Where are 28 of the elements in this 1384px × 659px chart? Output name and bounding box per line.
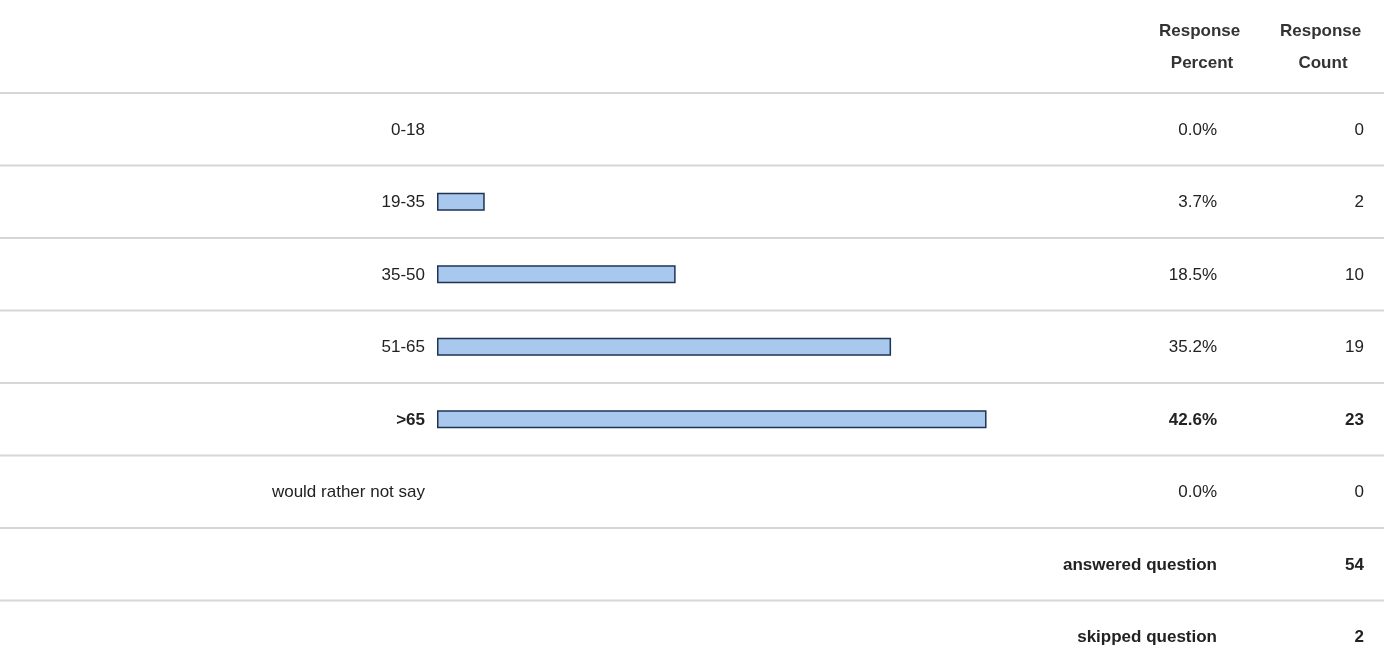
text: answered question [1063, 554, 1217, 574]
data-label: 0.0% [1178, 119, 1217, 139]
text: 23 [1345, 409, 1364, 429]
y-tick-label: >65 [396, 409, 425, 429]
text: 2 [1354, 192, 1364, 212]
text: 54 [1345, 554, 1365, 574]
data-label: 0.0% [1178, 482, 1217, 502]
text: Response Count [1280, 20, 1366, 72]
text: 10 [1345, 264, 1364, 284]
y-tick-label: 51-65 [381, 337, 425, 357]
bar [437, 337, 892, 356]
y-tick-label: 19-35 [381, 192, 425, 212]
bar [437, 265, 676, 284]
bar [437, 410, 987, 429]
bar [437, 192, 485, 211]
data-label: 42.6% [1168, 409, 1217, 429]
data-label: 35.2% [1168, 337, 1217, 357]
text: 19 [1345, 337, 1364, 357]
y-tick-label: 0-18 [390, 119, 425, 139]
y-tick-label: would rather not say [270, 482, 426, 502]
text: 0 [1354, 119, 1364, 139]
text: skipped question [1077, 627, 1217, 647]
text: 2 [1354, 627, 1364, 647]
data-label: 18.5% [1168, 264, 1217, 284]
text: Response Percent [1159, 20, 1245, 72]
y-tick-label: 35-50 [381, 264, 425, 284]
data-label: 3.7% [1178, 192, 1217, 212]
text: 0 [1354, 482, 1364, 502]
